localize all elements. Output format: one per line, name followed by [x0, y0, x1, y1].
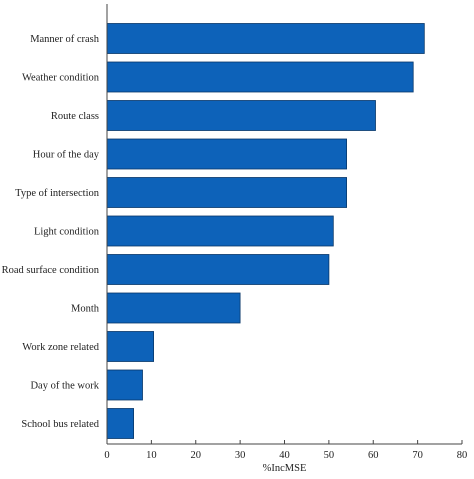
bar — [106, 331, 154, 362]
x-tick-label: 60 — [368, 450, 379, 461]
x-tick-label: 10 — [146, 450, 157, 461]
x-axis-title: %IncMSE — [263, 463, 307, 474]
category-label: Day of the work — [30, 381, 99, 392]
category-label: Light condition — [34, 227, 100, 238]
category-label: Road surface condition — [2, 265, 100, 276]
x-tick-label: 40 — [279, 450, 290, 461]
category-label: Weather condition — [22, 73, 100, 84]
x-tick-label: 0 — [104, 450, 109, 461]
bar — [106, 254, 330, 285]
category-label: Route class — [51, 111, 99, 122]
bar — [106, 369, 143, 401]
x-ticks: 0 10 20 30 40 50 60 70 80 — [104, 440, 467, 461]
bars-group — [106, 23, 425, 439]
x-tick-label: 50 — [324, 450, 335, 461]
x-tick-label: 30 — [235, 450, 246, 461]
bar — [106, 100, 376, 131]
category-label: Hour of the day — [33, 150, 100, 161]
bar — [106, 292, 241, 324]
bar — [106, 215, 334, 247]
x-tick-label: 80 — [457, 450, 468, 461]
bar — [106, 61, 414, 93]
bar — [106, 408, 135, 439]
category-label: School bus related — [21, 419, 99, 430]
bar — [106, 138, 348, 170]
category-label: Work zone related — [22, 342, 99, 353]
bar — [106, 177, 348, 208]
category-label: Manner of crash — [30, 34, 100, 45]
category-label: Month — [71, 304, 100, 315]
x-tick-label: 70 — [412, 450, 423, 461]
x-tick-label: 20 — [191, 450, 202, 461]
category-labels: Manner of crash Weather condition Route cl… — [2, 34, 100, 430]
category-label: Type of intersection — [15, 188, 100, 199]
bar — [106, 23, 425, 54]
